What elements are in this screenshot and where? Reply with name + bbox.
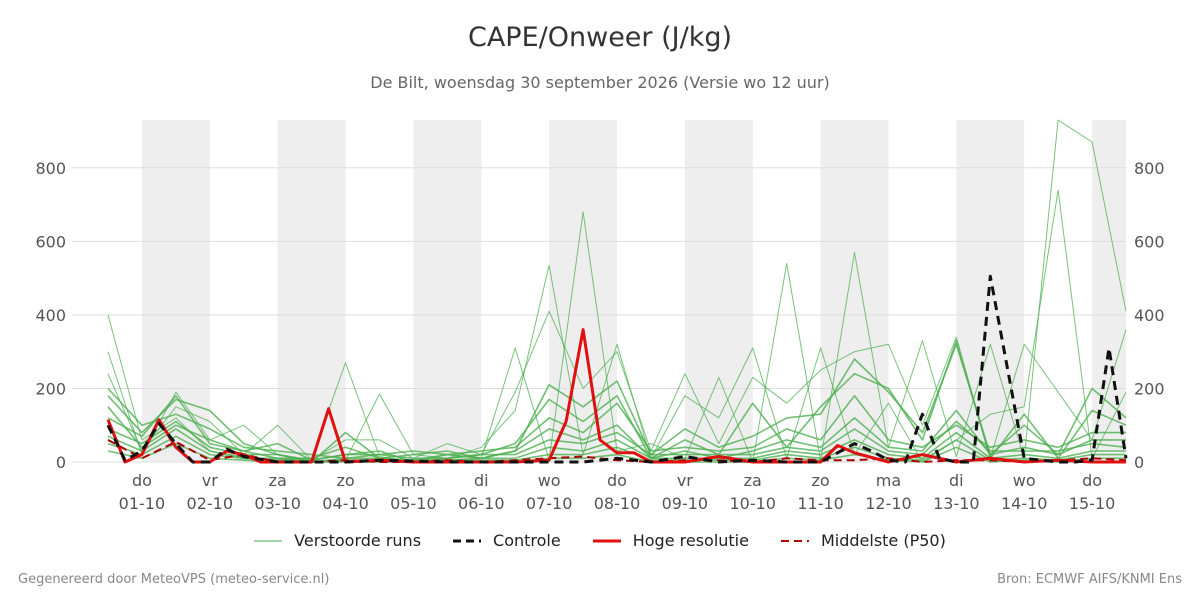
y-tick-left-0: 0	[56, 453, 66, 472]
x-tick-date-6: 07-10	[526, 494, 573, 513]
y-tick-left-200: 200	[35, 379, 66, 398]
x-tick-date-7: 08-10	[594, 494, 641, 513]
x-tick-date-14: 15-10	[1069, 494, 1116, 513]
x-tick-date-4: 05-10	[390, 494, 437, 513]
legend-label-hires: Hoge resolutie	[632, 531, 749, 550]
weekend-band-03-10	[277, 120, 346, 462]
x-tick-date-10: 11-10	[797, 494, 844, 513]
x-tick-date-9: 10-10	[729, 494, 776, 513]
legend-swatch-control	[453, 539, 482, 542]
weekend-band-15-10	[1092, 120, 1126, 462]
x-tick-date-13: 14-10	[1001, 494, 1048, 513]
footer-source: Bron: ECMWF AIFS/KNMI Ens	[997, 572, 1182, 587]
y-tick-right-600: 600	[1134, 232, 1165, 251]
legend-swatch-hires	[592, 539, 621, 542]
x-tick-date-11: 12-10	[865, 494, 912, 513]
x-tick-day-14: do	[1082, 471, 1102, 490]
x-tick-day-11: ma	[876, 471, 901, 490]
member-line-9	[107, 435, 1126, 463]
member-line-2	[107, 310, 1127, 461]
legend-label-members: Verstoorde runs	[294, 531, 422, 550]
x-tick-date-0: 01-10	[119, 494, 166, 513]
legend-swatch-members	[254, 540, 283, 541]
x-tick-date-5: 06-10	[458, 494, 505, 513]
x-tick-date-12: 13-10	[933, 494, 980, 513]
member-line-7	[107, 420, 1127, 461]
weekend-bands	[141, 120, 1126, 462]
legend-item-control[interactable]: Controle	[453, 531, 561, 550]
legend-item-members[interactable]: Verstoorde runs	[254, 531, 421, 550]
chart-subtitle: De Bilt, woensdag 30 september 2026 (Ver…	[370, 73, 830, 92]
legend-label-control: Controle	[493, 531, 561, 550]
y-tick-right-800: 800	[1134, 159, 1165, 178]
x-axis: do 01-10 vr 02-10 za 03-10 zo 04-10 ma 05-10 di 06-…	[119, 471, 1116, 513]
x-tick-day-10: zo	[812, 471, 830, 490]
x-tick-date-1: 02-10	[187, 494, 234, 513]
x-tick-day-2: za	[269, 471, 287, 490]
legend-item-hires[interactable]: Hoge resolutie	[592, 531, 749, 550]
x-tick-day-7: do	[607, 471, 627, 490]
x-tick-date-2: 03-10	[254, 494, 301, 513]
weekend-band-09-10	[684, 120, 753, 462]
y-tick-right-400: 400	[1134, 306, 1165, 325]
cape-chart: 0 200 400 600 800 0 200 400 600 800 do 01-10 vr 02-…	[35, 119, 1165, 513]
x-tick-date-8: 09-10	[662, 494, 709, 513]
x-tick-day-3: zo	[336, 471, 354, 490]
legend-label-p50: Middelste (P50)	[820, 531, 946, 550]
footer-generator: Gegenereerd door MeteoVPS (meteo-service…	[18, 572, 330, 587]
weekend-band-07-10	[549, 120, 617, 462]
weekend-band-11-10	[820, 120, 889, 462]
weekend-band-05-10	[413, 120, 482, 462]
member-line-5	[107, 387, 1126, 460]
y-tick-left-600: 600	[35, 232, 66, 251]
member-line-8	[107, 428, 1126, 463]
y-axis-right: 0 200 400 600 800	[1134, 159, 1165, 472]
x-tick-day-12: di	[949, 471, 964, 490]
y-tick-left-800: 800	[35, 159, 66, 178]
y-axis-left: 0 200 400 600 800	[35, 159, 66, 472]
main-lines	[106, 274, 1128, 464]
x-tick-date-3: 04-10	[322, 494, 369, 513]
ensemble-members	[107, 119, 1127, 463]
y-tick-right-0: 0	[1134, 453, 1144, 472]
weekend-band-01-10	[141, 120, 210, 462]
chart-title: CAPE/Onweer (J/kg)	[467, 22, 732, 53]
legend: Verstoorde runs Controle Hoge resolutie …	[0, 531, 1200, 550]
control-line	[106, 274, 1128, 464]
x-tick-day-1: vr	[202, 471, 218, 490]
legend-swatch-p50	[780, 539, 809, 542]
y-tick-left-400: 400	[35, 306, 66, 325]
x-tick-day-4: ma	[401, 471, 426, 490]
x-tick-day-5: di	[474, 471, 489, 490]
legend-item-p50[interactable]: Middelste (P50)	[780, 531, 946, 550]
member-line-4	[107, 339, 1127, 463]
x-tick-day-8: vr	[677, 471, 693, 490]
x-tick-day-13: wo	[1013, 471, 1036, 490]
x-tick-day-6: wo	[538, 471, 561, 490]
x-tick-day-9: za	[744, 471, 762, 490]
y-tick-right-200: 200	[1134, 379, 1165, 398]
x-tick-day-0: do	[132, 471, 152, 490]
